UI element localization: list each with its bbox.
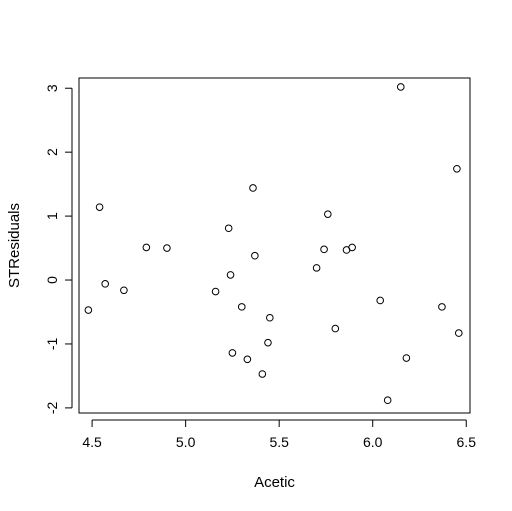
data-point <box>266 313 274 322</box>
x-axis: 4.5 5.0 5.5 6.0 6.5 <box>82 419 477 450</box>
data-point <box>226 271 235 279</box>
data-point <box>331 324 340 333</box>
data-point <box>402 354 411 362</box>
y-tick-label: -1 <box>44 338 60 351</box>
x-tick-label: 5.0 <box>176 434 196 450</box>
data-point <box>251 251 259 260</box>
data-point <box>258 370 267 378</box>
data-point <box>163 244 171 252</box>
data-point <box>228 349 237 357</box>
y-axis-label: STResiduals <box>6 203 23 288</box>
data-point <box>224 224 233 233</box>
data-point <box>264 338 272 347</box>
x-tick-label: 5.5 <box>269 434 289 450</box>
data-point <box>454 329 463 337</box>
y-tick-label: 0 <box>44 276 60 284</box>
data-point <box>324 210 332 218</box>
plot-box <box>78 77 471 414</box>
data-point <box>142 243 151 252</box>
data-point <box>101 280 109 288</box>
x-tick-label: 6.5 <box>457 434 477 450</box>
x-tick-label: 4.5 <box>82 434 102 450</box>
data-point <box>453 164 461 173</box>
data-point <box>211 287 220 296</box>
data-points <box>84 83 463 405</box>
data-point <box>376 296 385 305</box>
data-point <box>396 83 405 91</box>
data-point <box>249 184 257 192</box>
data-point <box>120 286 128 295</box>
y-tick-label: -2 <box>44 401 60 414</box>
data-point <box>237 303 246 311</box>
data-point <box>84 306 93 314</box>
data-point <box>320 245 328 254</box>
data-point <box>348 243 356 252</box>
data-point <box>383 396 392 405</box>
y-axis: -2 -1 0 1 2 3 <box>44 84 73 414</box>
x-tick-label: 6.0 <box>363 434 383 450</box>
y-tick-label: 1 <box>44 212 60 220</box>
data-point <box>438 303 446 311</box>
data-point <box>95 203 104 211</box>
x-axis-label: Acetic <box>254 474 295 491</box>
data-point <box>312 264 321 272</box>
data-point <box>243 355 252 364</box>
y-tick-label: 3 <box>44 84 60 92</box>
y-tick-label: 2 <box>44 148 60 156</box>
